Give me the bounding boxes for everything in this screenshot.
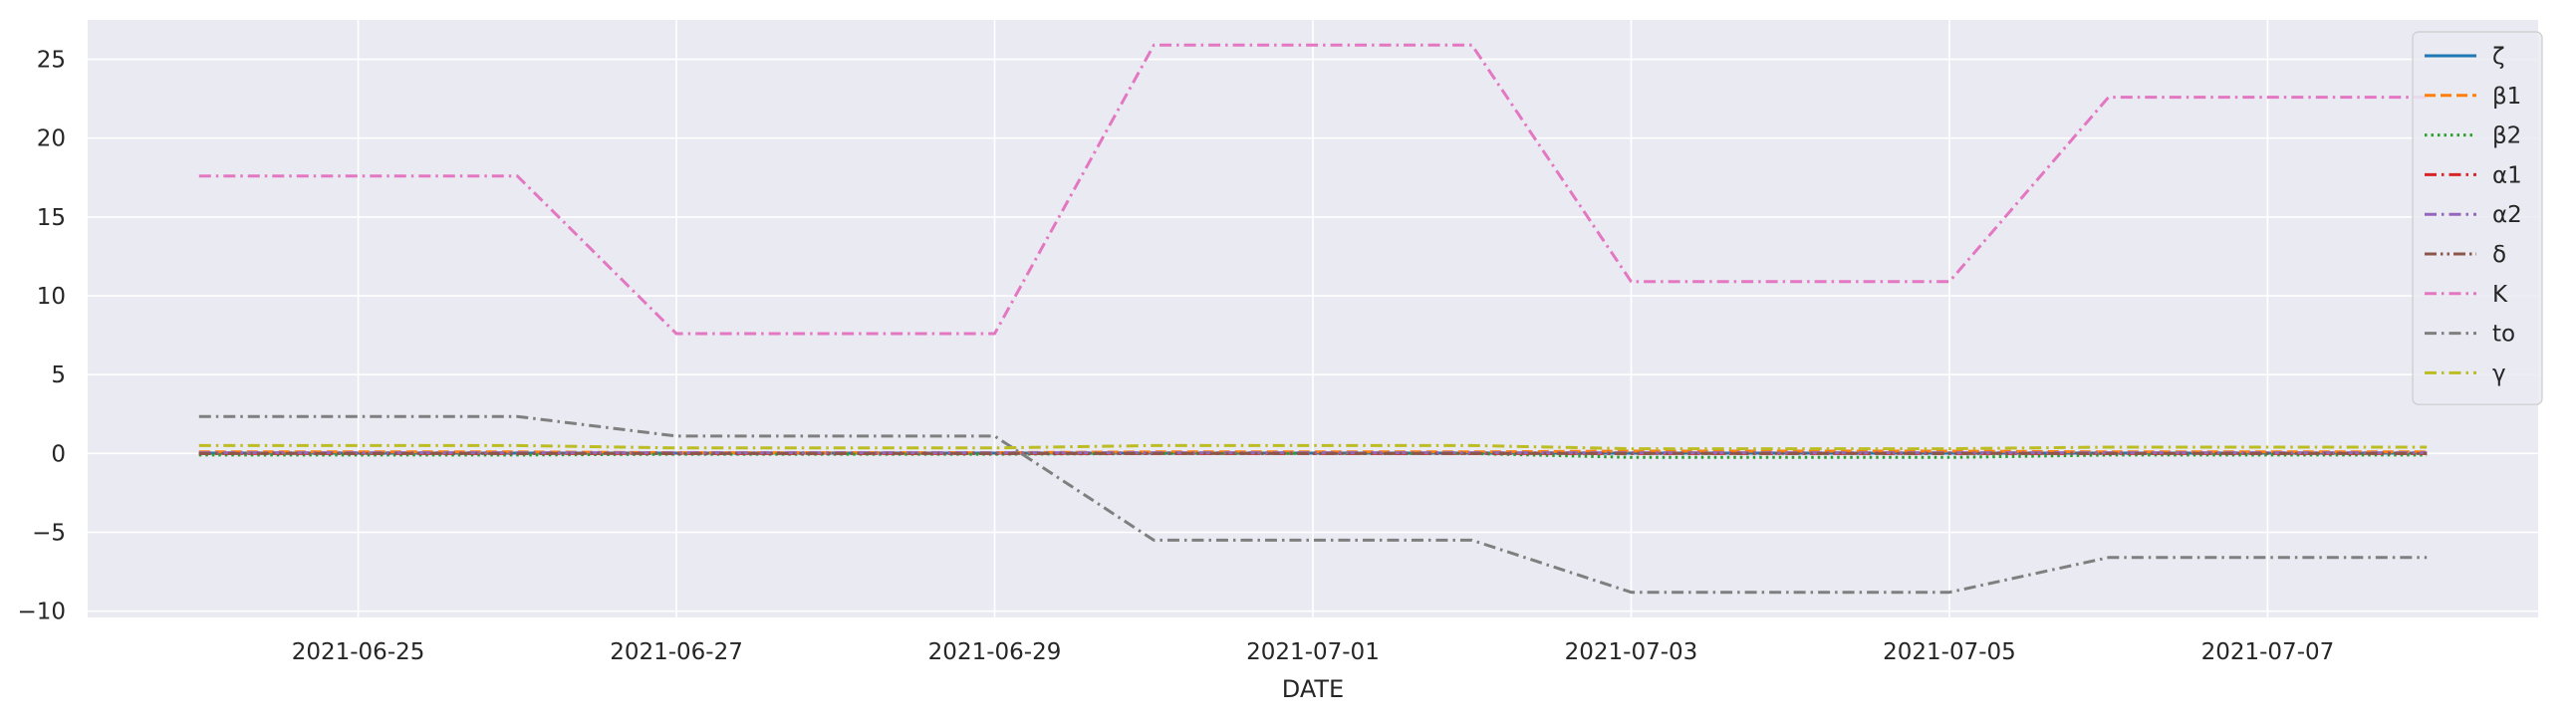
- x-axis: 2021-06-25 2021-06-27 2021-06-29 2021-07-01…: [292, 639, 2335, 665]
- y-tick-label: 0: [51, 441, 66, 467]
- x-tick-label: 2021-07-01: [1246, 639, 1380, 665]
- series-line: [198, 43, 2428, 336]
- legend-label: β2: [2492, 123, 2521, 149]
- x-tick-label: 2021-07-03: [1565, 639, 1698, 665]
- legend-box: [2412, 31, 2543, 405]
- legend-label: to: [2492, 322, 2515, 348]
- y-tick-label: 10: [37, 284, 66, 310]
- y-tick-label: −5: [32, 521, 66, 547]
- legend-label: δ: [2492, 242, 2506, 268]
- y-axis: −10 −5 0 5 10 15 20 25: [17, 48, 66, 625]
- legend-label: K: [2492, 282, 2508, 308]
- legend-label: ζ: [2492, 44, 2505, 70]
- x-tick-label: 2021-06-29: [928, 639, 1062, 665]
- x-tick-label: 2021-07-05: [1883, 639, 2016, 665]
- x-tick-label: 2021-07-07: [2201, 639, 2335, 665]
- series-line: [198, 414, 2428, 595]
- legend-label: γ: [2492, 361, 2506, 386]
- y-tick-label: 25: [37, 48, 66, 74]
- series-lines: [198, 43, 2428, 595]
- legend-label: α2: [2492, 202, 2522, 228]
- legend-label: β1: [2492, 84, 2521, 110]
- y-tick-label: 20: [37, 126, 66, 152]
- y-tick-label: −10: [17, 600, 66, 625]
- x-tick-label: 2021-06-27: [610, 639, 743, 665]
- y-tick-label: 5: [51, 363, 66, 388]
- legend-label: α1: [2492, 162, 2522, 188]
- series-line: [198, 443, 2428, 451]
- y-tick-label: 15: [37, 205, 66, 231]
- x-tick-label: 2021-06-25: [292, 639, 425, 665]
- x-axis-label: DATE: [1282, 675, 1344, 703]
